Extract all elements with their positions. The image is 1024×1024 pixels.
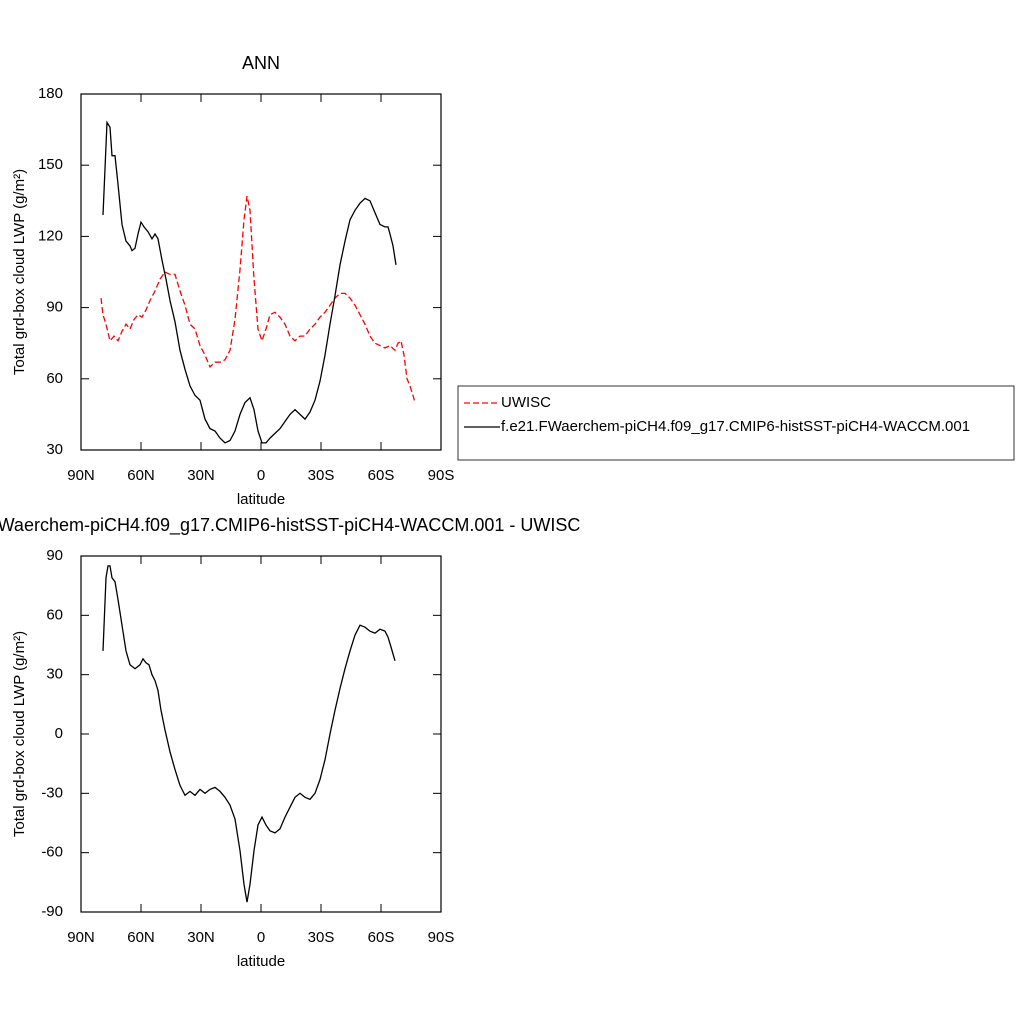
y-tick-label: 150	[38, 156, 63, 173]
legend-label: UWISC	[501, 394, 551, 411]
x-tick-label: 0	[257, 467, 265, 484]
plot: f.e21.FWaerchem-piCH4.f09_g17.CMIP6-hist…	[0, 515, 580, 970]
chart-title: f.e21.FWaerchem-piCH4.f09_g17.CMIP6-hist…	[0, 515, 580, 536]
x-tick-label: 30N	[187, 467, 215, 484]
plot-frame	[80, 93, 442, 451]
x-tick-label: 60N	[127, 467, 155, 484]
x-tick-label: 60S	[368, 467, 395, 484]
data-line	[100, 195, 416, 403]
y-tick-label: 0	[55, 725, 63, 742]
y-tick-label: 120	[38, 227, 63, 244]
x-tick-label: 60N	[127, 929, 155, 946]
x-tick-label: 30S	[308, 929, 335, 946]
y-tick-label: -30	[41, 784, 63, 801]
y-tick-label: 30	[46, 666, 63, 683]
y-tick-label: 60	[46, 370, 63, 387]
chart-title: ANN	[242, 53, 280, 73]
x-tick-label: 30S	[308, 467, 335, 484]
plot-frame	[80, 555, 442, 913]
y-tick-label: -60	[41, 844, 63, 861]
x-tick-label: 90S	[428, 929, 455, 946]
y-tick-label: 180	[38, 85, 63, 102]
x-tick-label: 90S	[428, 467, 455, 484]
y-tick-label: 60	[46, 606, 63, 623]
x-axis-label: latitude	[237, 491, 285, 508]
x-axis-label: latitude	[237, 953, 285, 970]
y-tick-label: 90	[46, 547, 63, 564]
y-tick-label: 90	[46, 299, 63, 316]
y-tick-label: -90	[41, 903, 63, 920]
x-tick-label: 60S	[368, 929, 395, 946]
legend-label: f.e21.FWaerchem-piCH4.f09_g17.CMIP6-hist…	[501, 418, 970, 435]
x-tick-label: 90N	[67, 929, 95, 946]
y-axis-label: Total grd-box cloud LWP (g/m²)	[11, 169, 28, 375]
data-line	[102, 565, 396, 903]
y-tick-label: 30	[46, 441, 63, 458]
legend-box	[457, 385, 1015, 461]
x-tick-label: 90N	[67, 467, 95, 484]
data-line	[102, 120, 397, 444]
x-tick-label: 30N	[187, 929, 215, 946]
y-axis-label: Total grd-box cloud LWP (g/m²)	[11, 631, 28, 837]
plot: ANN latitude Total grd-box cloud LWP (g/m²…	[11, 53, 1015, 508]
x-tick-label: 0	[257, 929, 265, 946]
